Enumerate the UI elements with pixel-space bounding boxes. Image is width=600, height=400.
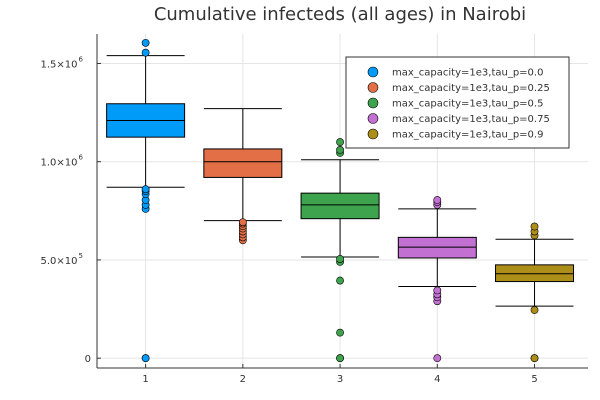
outlier-point xyxy=(336,146,344,154)
legend-label: max_capacity=1e3,tau_p=0.5 xyxy=(392,99,543,110)
outlier-point xyxy=(336,276,344,285)
legend-item-2: max_capacity=1e3,tau_p=0.25 xyxy=(367,82,550,94)
legend-marker xyxy=(367,128,379,140)
chart-title: Cumulative infecteds (all ages) in Nairo… xyxy=(154,4,526,25)
x-tick-label: 1 xyxy=(142,374,148,385)
outlier-point xyxy=(336,328,344,337)
x-tick-label: 4 xyxy=(434,374,440,385)
box-series-5 xyxy=(495,222,575,363)
legend-item-1: max_capacity=1e3,tau_p=0.0 xyxy=(367,66,543,79)
legend: max_capacity=1e3,tau_p=0.0 max_capacity=1… xyxy=(345,56,570,149)
outlier-point xyxy=(141,38,150,47)
legend-box xyxy=(345,56,570,149)
box-series-4 xyxy=(397,196,477,363)
legend-item-4: max_capacity=1e3,tau_p=0.75 xyxy=(367,113,550,125)
x-tick-label: 5 xyxy=(531,374,537,385)
y-tick-label: 0 xyxy=(85,354,91,365)
outlier-point xyxy=(530,222,539,231)
x-tick-label: 2 xyxy=(240,374,246,385)
legend-marker xyxy=(367,66,379,78)
legend-marker xyxy=(367,82,379,93)
boxes xyxy=(106,38,575,363)
legend-label: max_capacity=1e3,tau_p=0.0 xyxy=(392,68,543,79)
iqr-box xyxy=(300,192,380,220)
y-tick-label: 1.5×106 xyxy=(41,55,84,70)
y-tick-label: 5.0×105 xyxy=(41,252,83,267)
outlier-point xyxy=(336,354,344,363)
outlier-point xyxy=(433,196,442,204)
outlier-point xyxy=(433,286,442,295)
outlier-point xyxy=(433,354,442,363)
legend-marker xyxy=(367,113,379,124)
outlier-point xyxy=(238,218,247,227)
box-series-1 xyxy=(106,38,186,363)
legend-item-5: max_capacity=1e3,tau_p=0.9 xyxy=(367,128,543,141)
axes: 1 2 3 4 5 0 5.0×105 1.0×106 1.5×106 xyxy=(41,34,588,385)
outlier-point xyxy=(141,48,150,57)
legend-marker xyxy=(367,97,379,109)
box-series-2 xyxy=(203,108,283,245)
outlier-point xyxy=(141,354,150,363)
iqr-box xyxy=(203,148,283,178)
outlier-point xyxy=(141,185,150,194)
legend-label: max_capacity=1e3,tau_p=0.75 xyxy=(392,114,550,125)
x-tick-label: 3 xyxy=(337,374,343,385)
box-series-3 xyxy=(300,138,380,363)
legend-item-3: max_capacity=1e3,tau_p=0.5 xyxy=(367,97,543,110)
outlier-point xyxy=(530,306,539,314)
legend-label: max_capacity=1e3,tau_p=0.9 xyxy=(392,130,543,141)
legend-label: max_capacity=1e3,tau_p=0.25 xyxy=(392,83,550,94)
outlier-point xyxy=(336,138,344,146)
outlier-point xyxy=(530,354,539,363)
outlier-point xyxy=(336,255,344,263)
y-tick-label: 1.0×106 xyxy=(41,154,84,169)
